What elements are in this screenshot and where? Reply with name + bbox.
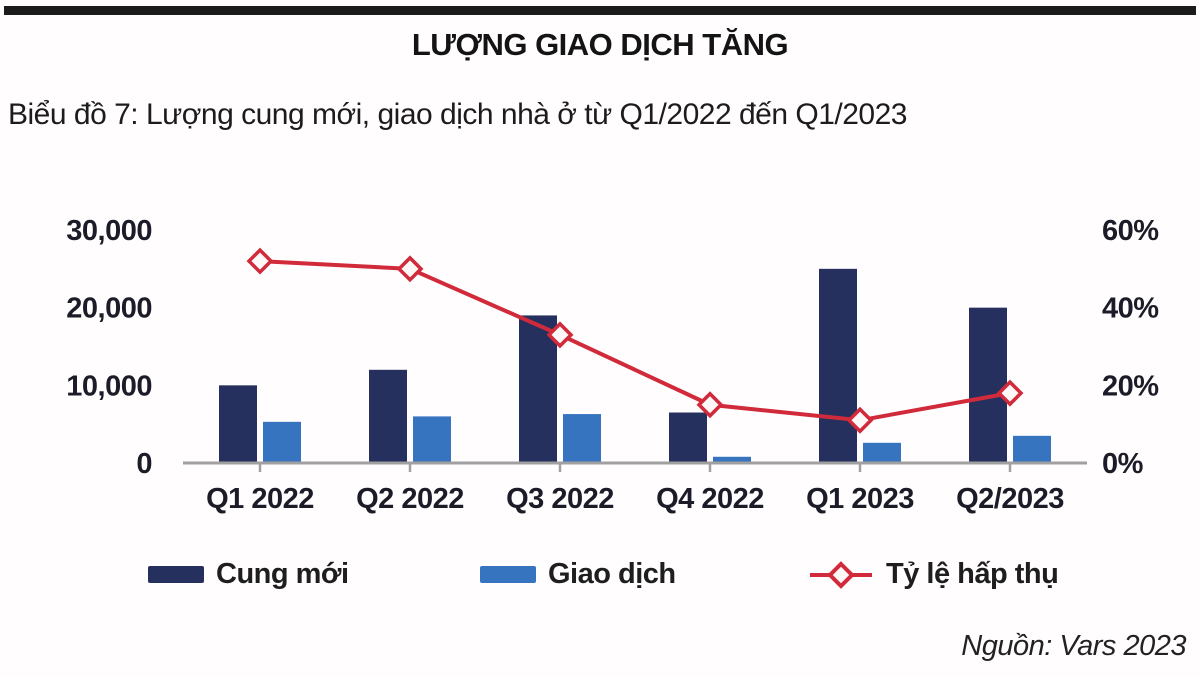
giao-dich-bar-2	[563, 414, 601, 463]
page-title: LƯỢNG GIAO DỊCH TĂNG	[411, 27, 789, 62]
giao-dich-bar-5	[1013, 435, 1051, 463]
y-axis-left-label-1: 20,000	[66, 293, 152, 325]
giao-dich-bar-0	[263, 421, 301, 463]
cung-moi-swatch	[148, 566, 204, 583]
legend-label-ty-le-hap-thu: Tỷ lệ hấp thụ	[886, 558, 1059, 590]
y-axis-right-label-2: 20%	[1102, 370, 1159, 402]
cung-moi-bar-0	[219, 385, 257, 463]
absorption-marker-4	[846, 406, 874, 434]
cung-moi-bar-1	[369, 369, 407, 463]
y-axis-right-label-1: 40%	[1102, 293, 1159, 325]
top-divider-bar	[4, 6, 1196, 15]
giao-dich-bar-3	[713, 456, 751, 463]
source-credit: Nguồn: Vars 2023	[961, 630, 1186, 662]
legend-item-giao-dich: Giao dịch	[480, 558, 676, 591]
absorption-marker-0	[246, 247, 274, 275]
cung-moi-bar-2	[519, 315, 557, 463]
absorption-marker-2	[546, 321, 574, 349]
y-axis-left-label-2: 10,000	[66, 370, 152, 402]
x-axis-label-4: Q1 2023	[806, 483, 914, 515]
cung-moi-bar-5	[969, 307, 1007, 463]
giao-dich-bar-4	[863, 442, 901, 463]
absorption-marker-1	[396, 255, 424, 283]
x-axis-label-5: Q2/2023	[956, 483, 1064, 515]
absorption-line	[259, 259, 1011, 423]
chart-legend: Cung mới Giao dịch Tỷ lệ hấp thụ	[0, 558, 1200, 602]
legend-label-giao-dich: Giao dịch	[548, 558, 676, 590]
cung-moi-bar-3	[669, 412, 707, 463]
giao-dich-bar-1	[413, 416, 451, 463]
giao-dich-swatch	[480, 566, 536, 583]
cung-moi-bar-4	[819, 268, 857, 463]
absorption-marker-3	[696, 391, 724, 419]
y-axis-left-label-0: 30,000	[66, 215, 152, 247]
legend-label-cung-moi: Cung mới	[216, 558, 349, 590]
chart-caption: Biểu đồ 7: Lượng cung mới, giao dịch nhà…	[8, 98, 907, 131]
y-axis-right-label-0: 60%	[1102, 215, 1159, 247]
y-axis-left-label-3: 0	[136, 448, 152, 480]
absorption-marker-5	[996, 379, 1024, 407]
x-axis-label-2: Q3 2022	[506, 483, 614, 515]
x-axis-label-3: Q4 2022	[656, 483, 764, 515]
x-axis-label-1: Q2 2022	[356, 483, 464, 515]
line-diamond-marker-icon	[810, 560, 872, 589]
legend-item-ty-le-hap-thu: Tỷ lệ hấp thụ	[808, 558, 1059, 591]
y-axis-right-label-3: 0%	[1102, 448, 1144, 480]
legend-item-cung-moi: Cung mới	[148, 558, 349, 591]
x-axis-label-0: Q1 2022	[206, 483, 314, 515]
